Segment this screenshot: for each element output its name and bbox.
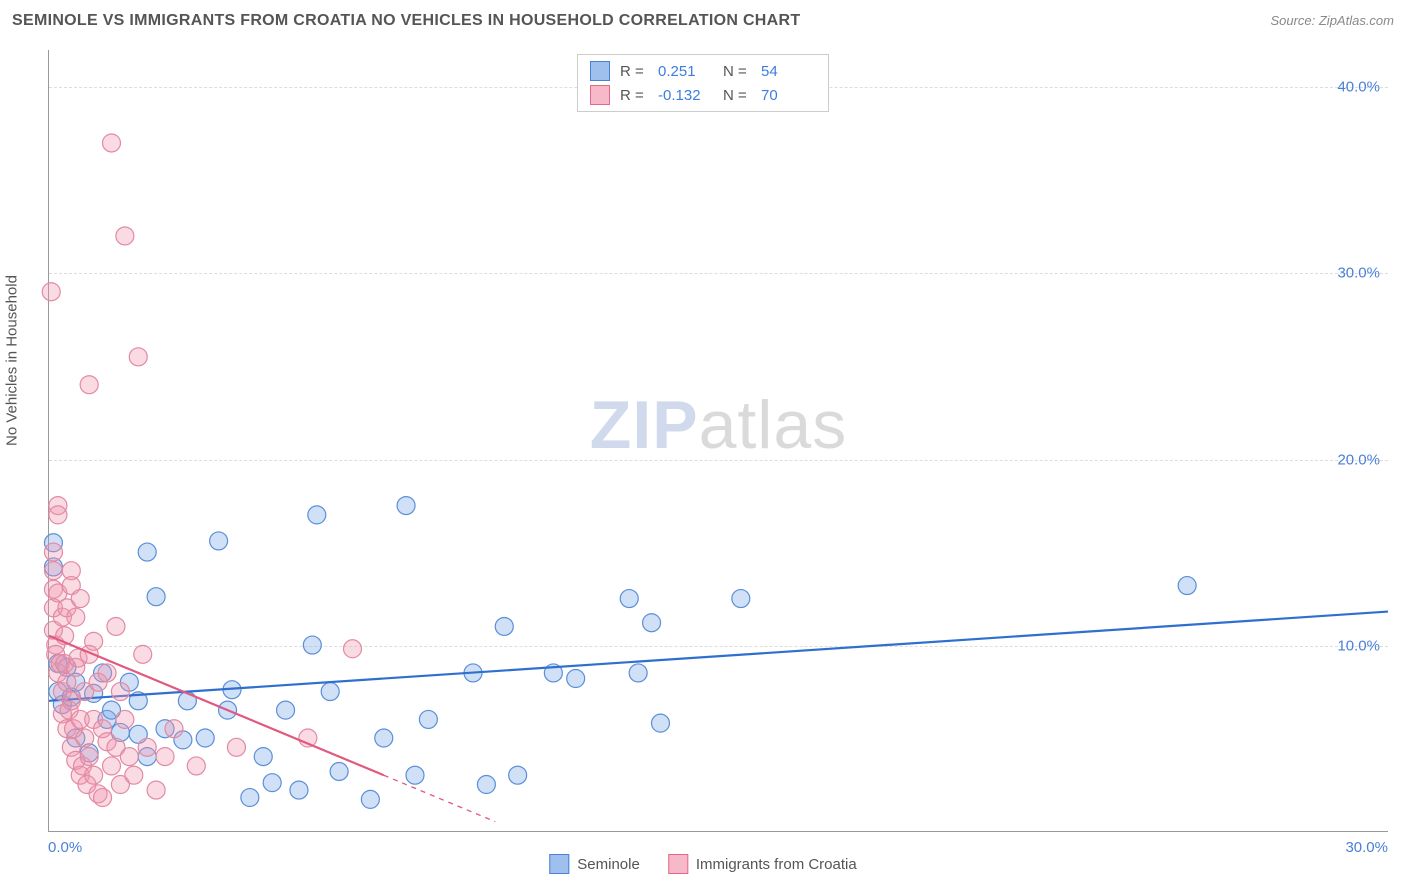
n-label: N =: [723, 63, 751, 80]
data-point: [71, 590, 89, 608]
data-point: [111, 683, 129, 701]
data-point: [80, 748, 98, 766]
data-point: [138, 738, 156, 756]
header: SEMINOLE VS IMMIGRANTS FROM CROATIA NO V…: [12, 12, 1394, 30]
data-point: [134, 645, 152, 663]
data-point: [196, 729, 214, 747]
legend-item: Immigrants from Croatia: [668, 854, 857, 874]
data-point: [44, 562, 62, 580]
legend-item: Seminole: [549, 854, 640, 874]
legend-swatch: [590, 61, 610, 81]
data-point: [42, 283, 60, 301]
data-point: [44, 543, 62, 561]
data-point: [330, 763, 348, 781]
legend-stats-row: R = 0.251 N = 54: [590, 59, 816, 83]
legend-label: Immigrants from Croatia: [696, 856, 857, 873]
data-point: [620, 590, 638, 608]
data-point: [397, 497, 415, 515]
r-value: -0.132: [658, 87, 713, 104]
data-point: [629, 664, 647, 682]
data-point: [147, 781, 165, 799]
data-point: [406, 766, 424, 784]
data-point: [732, 590, 750, 608]
data-point: [477, 776, 495, 794]
data-point: [509, 766, 527, 784]
data-point: [98, 664, 116, 682]
data-point: [419, 710, 437, 728]
source-attribution: Source: ZipAtlas.com: [1270, 13, 1394, 28]
data-point: [277, 701, 295, 719]
data-point: [308, 506, 326, 524]
data-point: [76, 729, 94, 747]
legend-stats-row: R = -0.132 N = 70: [590, 83, 816, 107]
data-point: [210, 532, 228, 550]
data-point: [156, 748, 174, 766]
n-value: 54: [761, 63, 816, 80]
data-point: [165, 720, 183, 738]
data-point: [85, 766, 103, 784]
data-point: [102, 757, 120, 775]
legend-swatch: [549, 854, 569, 874]
x-tick-label: 0.0%: [48, 839, 82, 856]
data-point: [125, 766, 143, 784]
data-point: [107, 617, 125, 635]
r-label: R =: [620, 87, 648, 104]
data-point: [80, 376, 98, 394]
data-point: [651, 714, 669, 732]
source-prefix: Source:: [1270, 13, 1318, 28]
data-point: [116, 227, 134, 245]
data-point: [290, 781, 308, 799]
data-point: [138, 543, 156, 561]
chart-title: SEMINOLE VS IMMIGRANTS FROM CROATIA NO V…: [12, 12, 800, 30]
scatter-svg: [49, 50, 1388, 831]
data-point: [263, 774, 281, 792]
data-point: [321, 683, 339, 701]
data-point: [102, 134, 120, 152]
data-point: [67, 608, 85, 626]
x-tick-label: 30.0%: [1345, 839, 1388, 856]
data-point: [344, 640, 362, 658]
data-point: [85, 632, 103, 650]
data-point: [227, 738, 245, 756]
data-point: [49, 506, 67, 524]
data-point: [495, 617, 513, 635]
legend-swatch: [590, 85, 610, 105]
data-point: [129, 348, 147, 366]
data-point: [361, 790, 379, 808]
legend-swatch: [668, 854, 688, 874]
trend-line: [49, 612, 1388, 701]
data-point: [241, 789, 259, 807]
legend-stats: R = 0.251 N = 54 R = -0.132 N = 70: [577, 54, 829, 112]
r-label: R =: [620, 63, 648, 80]
data-point: [643, 614, 661, 632]
data-point: [1178, 577, 1196, 595]
n-label: N =: [723, 87, 751, 104]
source-name: ZipAtlas.com: [1319, 13, 1394, 28]
n-value: 70: [761, 87, 816, 104]
data-point: [116, 710, 134, 728]
legend-label: Seminole: [577, 856, 640, 873]
data-point: [567, 670, 585, 688]
data-point: [375, 729, 393, 747]
data-point: [120, 748, 138, 766]
data-point: [94, 789, 112, 807]
r-value: 0.251: [658, 63, 713, 80]
data-point: [187, 757, 205, 775]
y-axis-label: No Vehicles in Household: [4, 275, 21, 446]
data-point: [254, 748, 272, 766]
data-point: [303, 636, 321, 654]
data-point: [147, 588, 165, 606]
legend-series: Seminole Immigrants from Croatia: [549, 854, 856, 874]
plot-area: ZIPatlas 10.0%20.0%30.0%40.0%: [48, 50, 1388, 832]
trend-line: [49, 636, 384, 775]
